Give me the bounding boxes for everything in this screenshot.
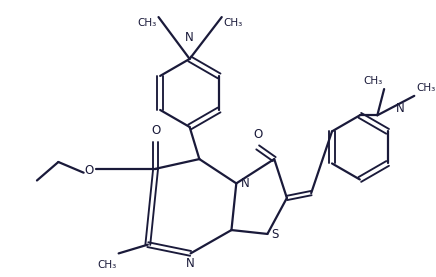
- Text: O: O: [253, 128, 262, 141]
- Text: O: O: [151, 124, 160, 137]
- Text: CH₃: CH₃: [224, 18, 243, 28]
- Text: CH₃: CH₃: [363, 76, 382, 86]
- Text: CH₃: CH₃: [416, 83, 436, 93]
- Text: N: N: [186, 257, 195, 270]
- Text: N: N: [241, 177, 250, 190]
- Text: CH₃: CH₃: [98, 260, 117, 270]
- Text: S: S: [271, 229, 279, 242]
- Text: CH₃: CH₃: [137, 18, 157, 28]
- Text: O: O: [85, 164, 94, 177]
- Text: N: N: [185, 31, 194, 44]
- Text: N: N: [396, 102, 405, 115]
